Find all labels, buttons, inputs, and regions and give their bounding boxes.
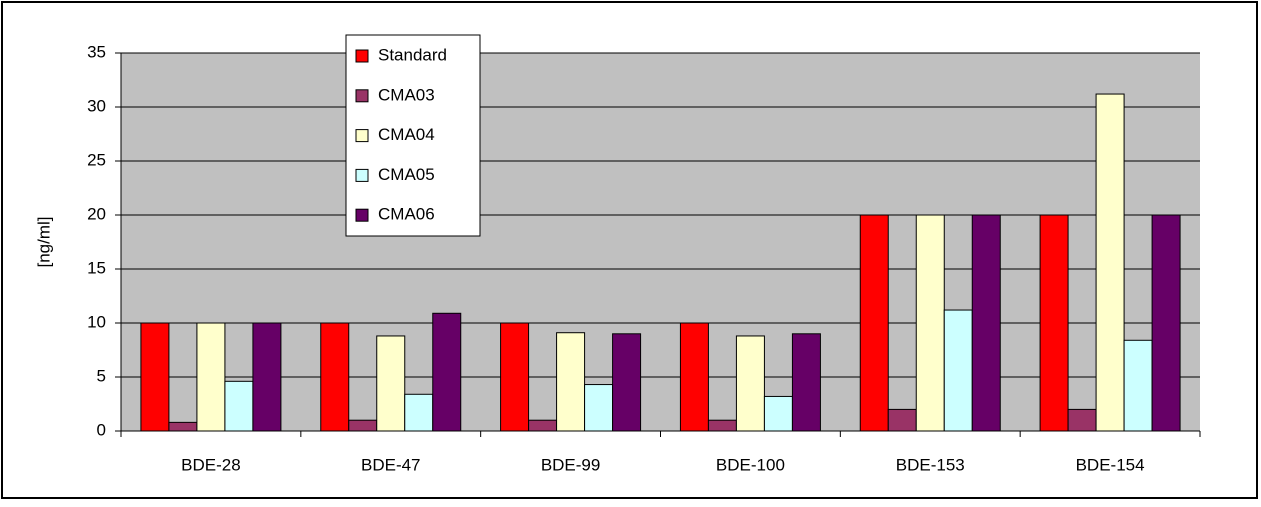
- x-tick-label: BDE-47: [361, 455, 421, 474]
- bar: [1067, 408, 1097, 432]
- x-tick-label: BDE-28: [181, 455, 241, 474]
- bar: [859, 214, 889, 432]
- bar: [763, 395, 793, 432]
- bar: [971, 214, 1001, 432]
- bar: [612, 333, 642, 432]
- legend-swatch: [355, 129, 369, 143]
- legend-label: CMA03: [378, 85, 435, 104]
- bar: [915, 214, 945, 432]
- bar: [735, 335, 765, 432]
- legend-label: Standard: [378, 45, 447, 64]
- bar: [528, 419, 558, 432]
- bar: [500, 322, 530, 432]
- y-tick-label: 30: [87, 96, 106, 115]
- bar: [196, 322, 226, 432]
- x-tick-label: BDE-100: [716, 455, 785, 474]
- y-tick-label: 25: [87, 150, 106, 169]
- y-tick-label: 20: [87, 204, 106, 223]
- bar: [1095, 93, 1125, 432]
- x-tick-label: BDE-154: [1076, 455, 1145, 474]
- bar: [168, 421, 198, 432]
- bar: [1123, 339, 1153, 432]
- y-tick-label: 0: [97, 420, 106, 439]
- y-tick-label: 15: [87, 258, 106, 277]
- y-tick-label: 10: [87, 312, 106, 331]
- legend-swatch: [355, 49, 369, 63]
- bar: [1039, 214, 1069, 432]
- legend-swatch: [355, 168, 369, 182]
- bar: [404, 393, 434, 432]
- x-tick-label: BDE-99: [541, 455, 601, 474]
- y-tick-label: 5: [97, 366, 106, 385]
- bar: [943, 309, 973, 432]
- bar: [584, 384, 614, 432]
- x-tick-label: BDE-153: [896, 455, 965, 474]
- bar: [707, 419, 737, 432]
- bar: [140, 322, 170, 432]
- bar: [224, 380, 254, 432]
- y-tick-label: 35: [87, 42, 106, 61]
- plot-area: [121, 53, 1200, 431]
- legend-label: CMA05: [378, 165, 435, 184]
- bar: [320, 322, 350, 432]
- legend-swatch: [355, 89, 369, 103]
- legend-label: CMA06: [378, 205, 435, 224]
- bar: [1151, 214, 1181, 432]
- y-axis-label: [ng/ml]: [34, 216, 53, 267]
- bar: [432, 312, 462, 432]
- bar: [348, 419, 378, 432]
- legend-label: CMA04: [378, 125, 435, 144]
- bar: [791, 333, 821, 432]
- bar: [556, 332, 586, 432]
- legend-swatch: [355, 208, 369, 222]
- bar: [887, 408, 917, 432]
- bar: [679, 322, 709, 432]
- bar: [252, 322, 282, 432]
- bar: [376, 335, 406, 432]
